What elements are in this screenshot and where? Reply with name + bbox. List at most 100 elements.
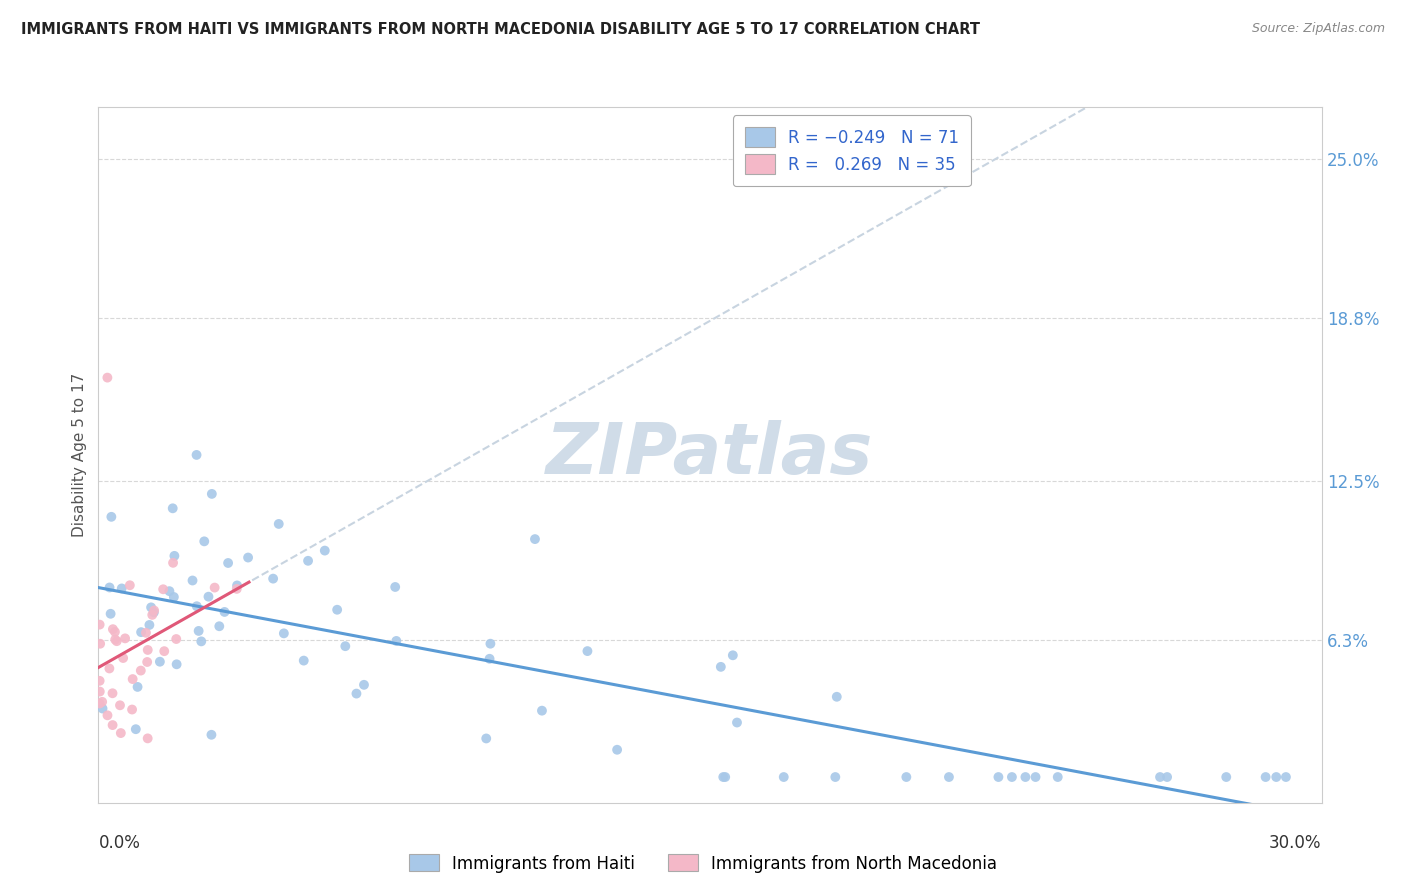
Point [576,644,599,658]
Point [208,619,231,633]
Point [479,637,502,651]
Text: 30.0%: 30.0% [1270,834,1322,852]
Point [111,582,134,596]
Point [217,556,239,570]
Point [721,648,744,663]
Point [91,695,114,709]
Point [825,690,848,704]
Point [201,487,224,501]
Point [1025,770,1047,784]
Point [384,580,406,594]
Point [1215,770,1237,784]
Point [162,501,184,516]
Point [101,622,124,636]
Point [186,448,208,462]
Point [112,651,135,665]
Point [1156,770,1178,784]
Point [606,743,628,757]
Point [101,686,124,700]
Point [101,718,124,732]
Point [1001,770,1024,784]
Text: ZIPatlas: ZIPatlas [547,420,873,490]
Point [273,626,295,640]
Point [710,660,733,674]
Point [163,549,186,563]
Point [89,697,111,711]
Point [125,722,148,736]
Point [121,672,143,686]
Point [824,770,846,784]
Point [129,625,152,640]
Point [200,728,222,742]
Point [149,655,172,669]
Text: 0.0%: 0.0% [98,834,141,852]
Point [353,678,375,692]
Point [138,618,160,632]
Point [204,581,226,595]
Point [142,605,165,619]
Point [190,634,212,648]
Point [91,701,114,715]
Point [100,607,122,621]
Point [326,603,349,617]
Point [725,715,748,730]
Point [159,584,181,599]
Point [772,770,794,784]
Point [96,708,118,723]
Point [162,556,184,570]
Point [297,554,319,568]
Point [1046,770,1069,784]
Point [100,509,122,524]
Point [129,664,152,678]
Point [104,632,127,647]
Y-axis label: Disability Age 5 to 17: Disability Age 5 to 17 [72,373,87,537]
Point [225,582,247,596]
Point [143,603,166,617]
Legend: R = −0.249   N = 71, R =   0.269   N = 35: R = −0.249 N = 71, R = 0.269 N = 35 [733,115,970,186]
Point [152,582,174,597]
Point [987,770,1010,784]
Point [136,643,159,657]
Point [108,698,131,713]
Point [475,731,498,746]
Point [262,572,284,586]
Point [89,637,111,651]
Point [346,687,368,701]
Point [896,770,918,784]
Point [89,684,111,698]
Point [166,657,188,672]
Point [153,644,176,658]
Point [197,590,219,604]
Point [165,632,187,646]
Legend: Immigrants from Haiti, Immigrants from North Macedonia: Immigrants from Haiti, Immigrants from N… [402,847,1004,880]
Point [89,617,111,632]
Point [1275,770,1298,784]
Point [335,639,357,653]
Point [226,578,249,592]
Point [714,770,737,784]
Point [1149,770,1171,784]
Point [1265,770,1288,784]
Point [118,578,141,592]
Point [121,702,143,716]
Point [89,673,111,688]
Point [214,605,236,619]
Point [236,550,259,565]
Text: Source: ZipAtlas.com: Source: ZipAtlas.com [1251,22,1385,36]
Point [938,770,960,784]
Point [104,624,127,639]
Point [314,543,336,558]
Point [163,590,186,604]
Point [114,632,136,646]
Text: IMMIGRANTS FROM HAITI VS IMMIGRANTS FROM NORTH MACEDONIA DISABILITY AGE 5 TO 17 : IMMIGRANTS FROM HAITI VS IMMIGRANTS FROM… [21,22,980,37]
Point [530,704,553,718]
Point [385,634,408,648]
Point [136,731,159,746]
Point [135,625,157,640]
Point [98,581,121,595]
Point [127,680,149,694]
Point [186,599,208,614]
Point [181,574,204,588]
Point [187,624,209,638]
Point [110,726,132,740]
